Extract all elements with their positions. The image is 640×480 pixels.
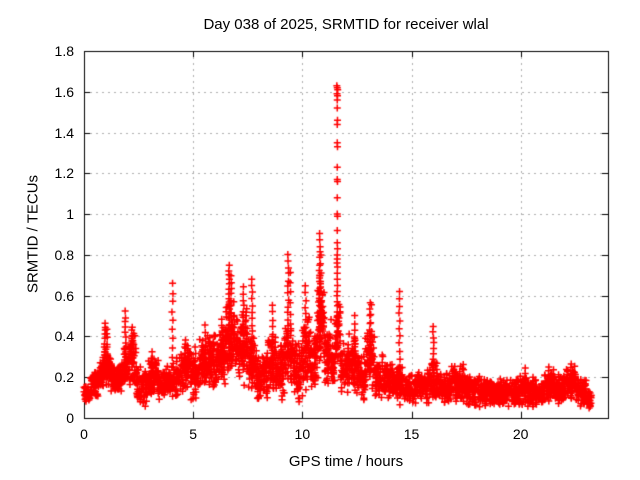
y-tick-label: 0 xyxy=(66,410,74,426)
x-tick-label: 15 xyxy=(403,426,420,442)
chart-title: Day 038 of 2025, SRMTID for receiver wla… xyxy=(203,16,489,33)
y-tick-label: 0.8 xyxy=(54,246,74,263)
x-axis-label: GPS time / hours xyxy=(288,453,404,470)
x-tick-label: 0 xyxy=(80,426,88,442)
y-tick-label: 0.2 xyxy=(54,369,74,386)
x-tick-label: 20 xyxy=(512,426,529,442)
y-tick-label: 1.2 xyxy=(54,165,74,182)
y-tick-label: 0.6 xyxy=(54,287,74,304)
y-tick-label: 1.4 xyxy=(54,124,74,141)
y-tick-label: 1.6 xyxy=(54,83,74,100)
y-tick-label: 0.4 xyxy=(54,328,74,345)
x-tick-label: 5 xyxy=(189,426,198,442)
y-axis-label: SRMTID / TECUs xyxy=(24,174,42,294)
y-tick-label: 1 xyxy=(66,206,74,223)
y-tick-label: 1.8 xyxy=(54,43,74,59)
x-tick-label: 10 xyxy=(294,426,311,442)
